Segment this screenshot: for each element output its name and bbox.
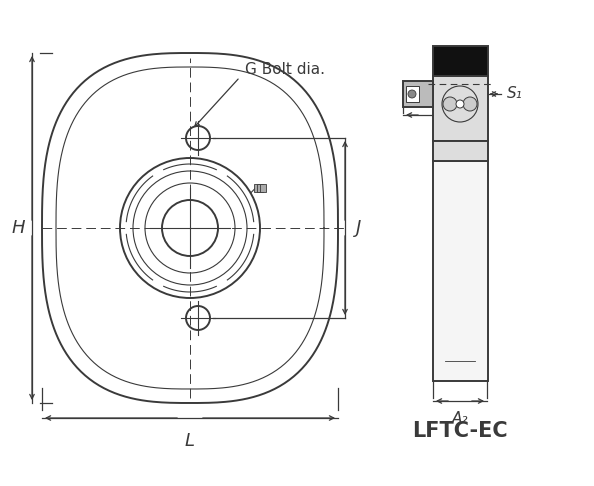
Bar <box>254 184 260 192</box>
Bar <box>257 184 263 192</box>
Text: B₂: B₂ <box>437 127 453 142</box>
Text: LFTC-EC: LFTC-EC <box>412 421 508 441</box>
Bar <box>433 46 488 76</box>
Bar <box>433 141 488 161</box>
Circle shape <box>443 97 457 111</box>
Circle shape <box>408 90 416 98</box>
Text: G Bolt dia.: G Bolt dia. <box>245 62 325 77</box>
Bar <box>433 161 488 381</box>
Text: J: J <box>356 219 362 237</box>
Bar <box>403 81 433 107</box>
Text: S₁: S₁ <box>507 87 523 102</box>
Bar <box>260 184 266 192</box>
Bar <box>433 76 488 141</box>
Text: H: H <box>11 219 25 237</box>
Text: A₂: A₂ <box>452 411 468 426</box>
Text: L: L <box>185 432 195 450</box>
Bar <box>406 86 419 102</box>
Circle shape <box>463 97 477 111</box>
Circle shape <box>456 100 464 108</box>
